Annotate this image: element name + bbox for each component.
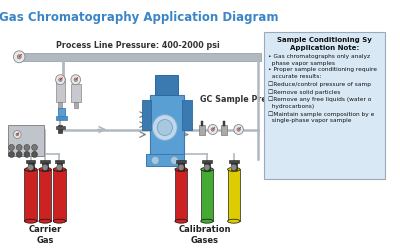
Bar <box>74 102 78 107</box>
Circle shape <box>211 128 214 131</box>
Bar <box>39 169 51 221</box>
Text: • Gas chromatographs only analyz
  phase vapor samples
• Proper sample condition: • Gas chromatographs only analyz phase v… <box>268 54 377 124</box>
Circle shape <box>59 78 62 82</box>
Circle shape <box>204 164 210 170</box>
Text: Process Line Pressure: 400-2000 psi: Process Line Pressure: 400-2000 psi <box>56 41 220 50</box>
Circle shape <box>17 55 21 59</box>
Circle shape <box>42 164 48 170</box>
Ellipse shape <box>53 168 66 171</box>
Bar <box>228 169 240 221</box>
Bar <box>204 162 210 170</box>
Bar <box>8 124 44 156</box>
Circle shape <box>231 164 237 170</box>
Ellipse shape <box>39 168 51 171</box>
Circle shape <box>16 133 19 136</box>
Bar <box>58 102 62 110</box>
Bar <box>178 162 184 170</box>
Circle shape <box>208 124 218 134</box>
Text: Sample Conditioning Sy: Sample Conditioning Sy <box>277 37 372 43</box>
Bar <box>56 126 65 128</box>
Circle shape <box>157 120 172 136</box>
Bar <box>56 116 67 119</box>
Ellipse shape <box>228 168 240 171</box>
Circle shape <box>178 164 184 170</box>
Bar <box>175 169 187 221</box>
Circle shape <box>56 164 62 170</box>
Bar <box>231 162 237 170</box>
Bar <box>201 120 203 126</box>
Circle shape <box>28 164 34 170</box>
Circle shape <box>152 156 159 164</box>
Ellipse shape <box>201 168 213 171</box>
Ellipse shape <box>53 219 66 223</box>
Ellipse shape <box>228 219 240 223</box>
FancyBboxPatch shape <box>264 32 385 179</box>
Bar <box>146 154 184 166</box>
Bar <box>58 124 62 132</box>
Bar <box>56 162 62 170</box>
Bar <box>24 169 37 221</box>
Bar <box>42 162 48 170</box>
Bar <box>221 124 227 134</box>
Circle shape <box>237 128 240 131</box>
Bar <box>182 100 192 130</box>
Bar <box>142 100 152 130</box>
Circle shape <box>14 130 21 138</box>
Text: Application Note:: Application Note: <box>290 45 360 51</box>
Bar <box>26 160 36 164</box>
Bar <box>199 124 205 134</box>
Text: Calibration
Gases: Calibration Gases <box>179 225 231 244</box>
Bar <box>229 160 239 164</box>
Circle shape <box>16 144 22 150</box>
Circle shape <box>9 144 14 150</box>
Circle shape <box>24 144 30 150</box>
Bar <box>176 160 186 164</box>
Bar <box>150 95 184 154</box>
Bar <box>223 120 225 126</box>
Bar <box>19 53 261 61</box>
Circle shape <box>234 124 243 134</box>
Circle shape <box>24 152 30 158</box>
Bar <box>28 162 34 170</box>
Circle shape <box>9 152 14 158</box>
Bar <box>55 160 64 164</box>
Ellipse shape <box>175 219 187 223</box>
Ellipse shape <box>24 168 37 171</box>
Ellipse shape <box>201 219 213 223</box>
Circle shape <box>32 144 38 150</box>
Text: Gas Chromatography Application Diagram: Gas Chromatography Application Diagram <box>0 11 278 24</box>
Circle shape <box>170 156 178 164</box>
Bar <box>71 84 80 102</box>
Bar <box>40 160 50 164</box>
Ellipse shape <box>24 219 37 223</box>
Ellipse shape <box>39 219 51 223</box>
Circle shape <box>14 51 25 63</box>
Ellipse shape <box>175 168 187 171</box>
Circle shape <box>16 152 22 158</box>
Circle shape <box>152 114 177 140</box>
Circle shape <box>71 75 80 85</box>
Bar <box>201 169 213 221</box>
Text: GC Sample Pressure: 30 psi: GC Sample Pressure: 30 psi <box>200 95 325 104</box>
Circle shape <box>56 75 65 85</box>
Bar <box>56 78 65 102</box>
Bar <box>53 169 66 221</box>
Bar <box>202 160 212 164</box>
Circle shape <box>32 152 38 158</box>
Bar <box>155 75 178 95</box>
Circle shape <box>74 78 78 82</box>
Bar <box>58 108 65 118</box>
Text: Carrier
Gas: Carrier Gas <box>28 225 62 244</box>
